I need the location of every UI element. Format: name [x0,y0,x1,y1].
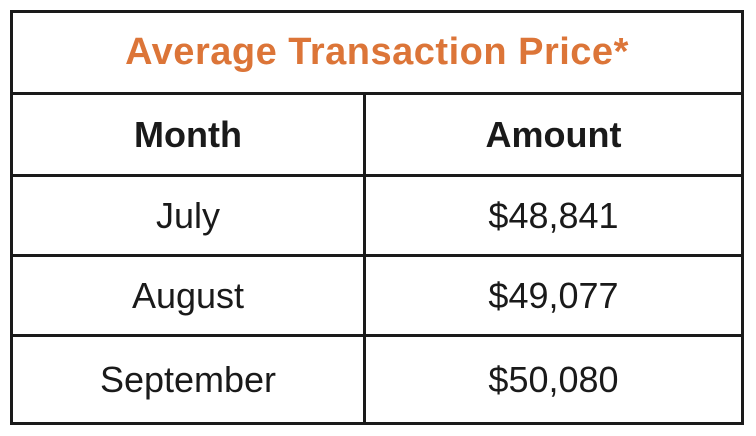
table-row: August $49,077 [10,254,744,337]
table-row: September $50,080 [10,334,744,425]
table-title: Average Transaction Price* [10,10,744,95]
title-row: Average Transaction Price* [10,10,744,95]
amount-cell: $49,077 [363,254,744,337]
column-header-month: Month [10,92,366,177]
amount-cell: $48,841 [363,174,744,257]
header-row: Month Amount [10,92,744,177]
amount-cell: $50,080 [363,334,744,425]
column-header-amount: Amount [363,92,744,177]
table-row: July $48,841 [10,174,744,257]
month-cell: August [10,254,366,337]
month-cell: July [10,174,366,257]
average-transaction-price-table: Average Transaction Price* Month Amount … [10,10,744,425]
month-cell: September [10,334,366,425]
